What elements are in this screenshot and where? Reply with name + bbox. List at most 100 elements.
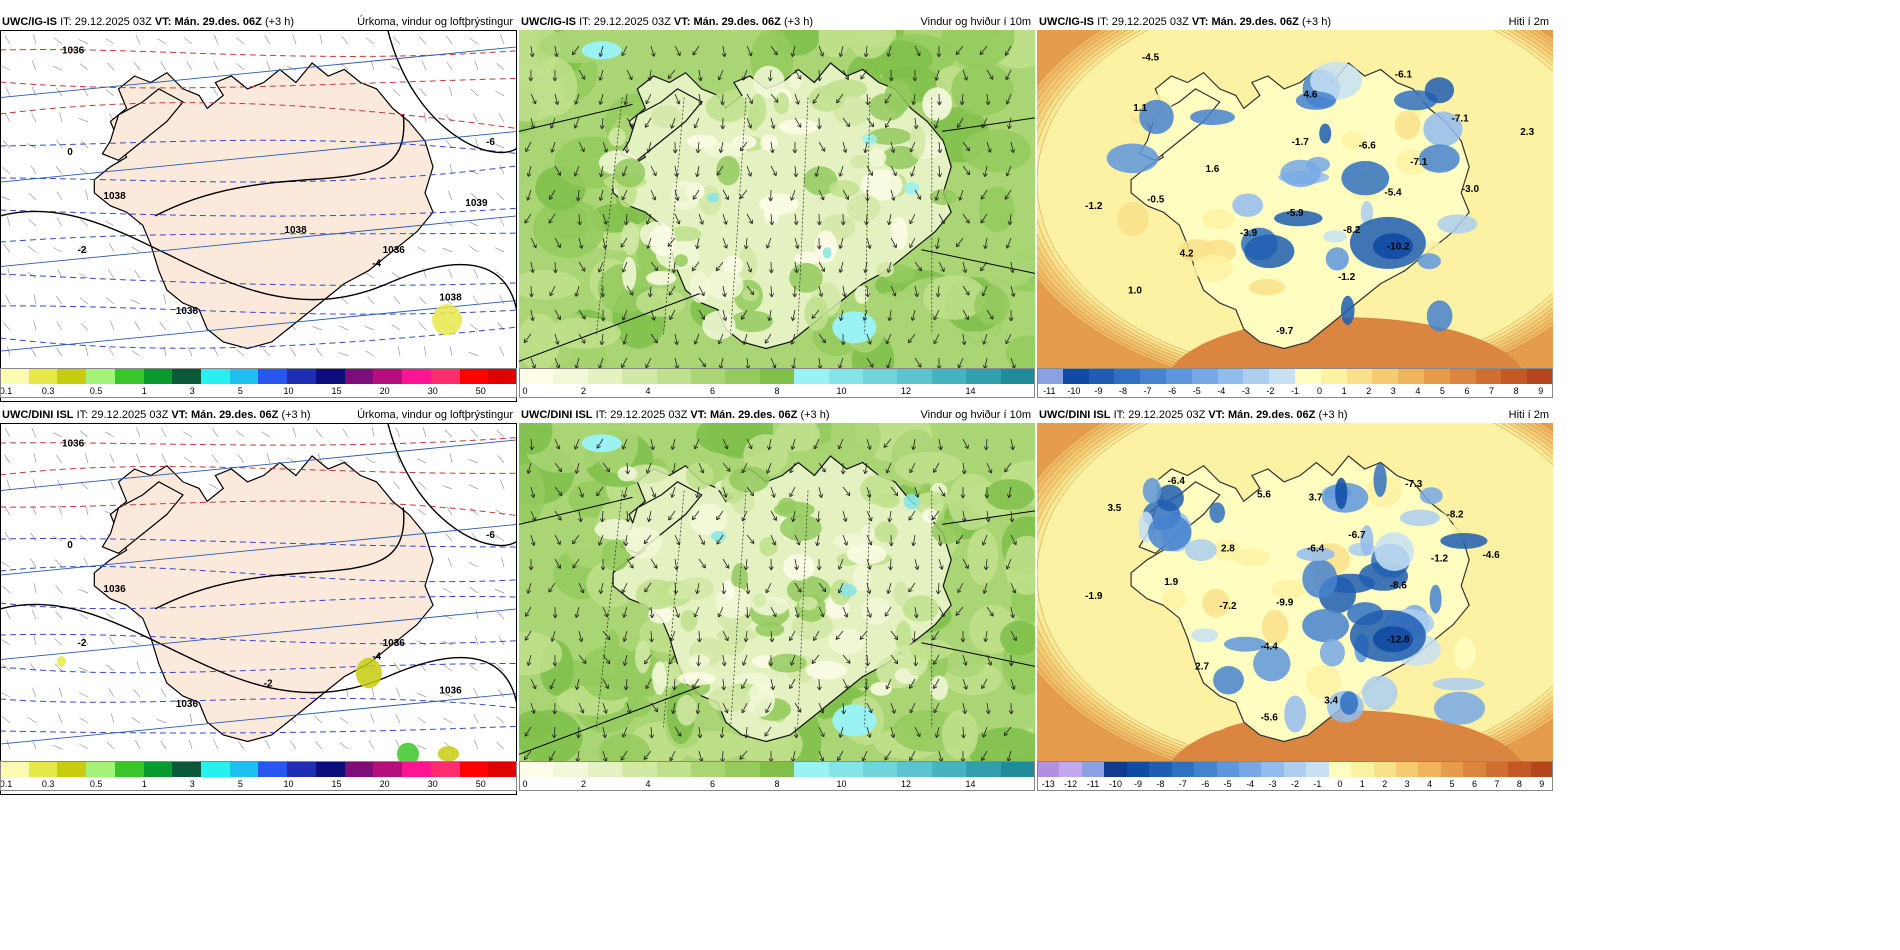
legend-ticks: -11 -10 -9 -8 -7 -6 -5 -4 -3 -2 -1 0 1 2 3 4 5 6 7 8 9	[1037, 385, 1553, 397]
temperature-value: -6.1	[1395, 69, 1413, 80]
legend-tick-label: 2	[580, 386, 587, 396]
temperature-value: -4.5	[1142, 52, 1160, 63]
legend-tick-label: -6	[1168, 386, 1177, 396]
legend-swatch	[143, 761, 173, 777]
legend-swatch	[691, 368, 726, 384]
legend-tick-label: 12	[900, 779, 912, 789]
temperature-value: -5.9	[1286, 208, 1304, 219]
legend-swatch	[1373, 761, 1396, 777]
map-view[interactable]: 1036 1038 1038 1036 1038 1039 1038 0 -2 -6 -4	[0, 30, 517, 368]
map-view[interactable]: -6.4 3.5 5.6 3.7 -7.3 -8.2 2.8 -6.4 -6.7 -1.2 -4.6…	[1037, 423, 1553, 761]
legend-tick-label: -9	[1133, 779, 1142, 789]
map-view[interactable]: -4.5 1.1 4.6 -6.1 -7.1 2.3 -1.7 -6.6 -7.1 1.6 -0.5…	[1037, 30, 1553, 368]
temp-contour-label: -2	[78, 245, 87, 256]
isobar-label: 1036	[62, 46, 85, 57]
vt-label: VT:	[1191, 16, 1209, 28]
legend-swatch	[1328, 761, 1352, 777]
legend-swatch	[931, 761, 967, 777]
legend-swatch	[1449, 368, 1476, 384]
vt-label: VT:	[1208, 409, 1225, 421]
legend-tick-label: -1	[1290, 386, 1300, 396]
legend-colorbar	[519, 761, 1036, 777]
legend-tick-label: 3	[189, 386, 195, 396]
temperature-value: -1.2	[1338, 272, 1356, 283]
legend-swatch	[897, 761, 932, 777]
temperature-value: 3.5	[1107, 503, 1121, 514]
map-view[interactable]	[519, 423, 1035, 761]
lead-time: (+3 h)	[281, 409, 311, 421]
legend-swatch	[828, 761, 864, 777]
vt-label: VT:	[690, 409, 707, 421]
legend-tick-label: -2	[1290, 779, 1300, 789]
temperature-value: -6.6	[1359, 140, 1377, 151]
legend-tick-label: 14	[965, 779, 976, 789]
legend-swatch	[1088, 368, 1115, 384]
legend-tick-label: 2	[580, 779, 587, 789]
legend-swatch	[897, 368, 932, 384]
header-info: UWC/IG-IS IT: 29.12.2025 03Z VT: Mán. 29…	[2, 14, 294, 30]
legend-tick-label: 2	[1382, 779, 1388, 789]
legend-tick-label: 4	[1427, 779, 1433, 789]
legend-swatch	[172, 368, 202, 384]
legend-swatch	[553, 368, 588, 384]
legend-swatch	[57, 368, 87, 384]
wind-panel-2: UWC/DINI ISL IT: 29.12.2025 03Z VT: Mán.…	[519, 407, 1036, 793]
legend-swatch	[1501, 368, 1528, 384]
panel-title: Vindur og hviður í 10m	[920, 16, 1031, 28]
legend-swatch	[1238, 761, 1262, 777]
legend-tick-label: 5	[1439, 386, 1445, 396]
isobar-label: 1039	[465, 198, 488, 209]
legend-tick-label: -3	[1268, 779, 1277, 789]
map-view[interactable]	[519, 30, 1035, 368]
legend-tick-label: 8	[1516, 779, 1522, 789]
header-info: UWC/DINI ISL IT: 29.12.2025 03Z VT: Mán.…	[1039, 407, 1348, 423]
legend-swatch	[1283, 761, 1307, 777]
legend-swatch	[258, 368, 288, 384]
panel-header: UWC/IG-IS IT: 29.12.2025 03Z VT: Mán. 29…	[519, 14, 1035, 30]
legend-swatch	[402, 368, 431, 384]
legend-swatch	[622, 368, 657, 384]
legend-tick-label: 12	[900, 386, 912, 396]
legend-swatch	[28, 761, 58, 777]
isobar-label: 1036	[439, 685, 462, 696]
legend-swatch	[553, 761, 588, 777]
temperature-value: 2.8	[1221, 543, 1235, 554]
color-legend: -11 -10 -9 -8 -7 -6 -5 -4 -3 -2 -1 0 1 2 3 4 5 6 7 8 9	[1037, 368, 1553, 398]
temp-contour-label: -4	[372, 259, 381, 270]
color-legend: 0.1 0.3 0.5 1 3 5 10 15 20 30 50	[0, 368, 517, 398]
legend-swatch	[1149, 761, 1172, 777]
header-info: UWC/IG-IS IT: 29.12.2025 03Z VT: Mán. 29…	[521, 14, 813, 30]
legend-swatch	[315, 368, 345, 384]
temp-contour-label: -2	[264, 679, 273, 690]
legend-swatch	[587, 761, 623, 777]
it-label: IT:	[595, 409, 608, 421]
map-view[interactable]: 1036 1036 1036 1036 1036 0 -2 -6 -4 -2	[0, 423, 517, 761]
legend-tick-label: 5	[1449, 779, 1455, 789]
legend-tick-label: 0	[522, 386, 528, 396]
temperature-value: -1.2	[1431, 554, 1449, 565]
legend-swatch	[863, 368, 898, 384]
map-canvas: -4.5 1.1 4.6 -6.1 -7.1 2.3 -1.7 -6.6 -7.1 1.6 -0.5…	[1037, 30, 1553, 368]
legend-swatch	[258, 761, 288, 777]
legend-swatch	[57, 761, 87, 777]
issue-time: 29.12.2025 03Z	[610, 409, 688, 421]
legend-ticks: -13 -12 -11 -10 -9 -8 -7 -6 -5 -4 -3 -2 -1 0 1 2 3 4 5 6 7 8 9	[1037, 778, 1553, 790]
legend-swatch	[344, 368, 374, 384]
legend-tick-label: 15	[331, 386, 342, 396]
legend-swatch	[519, 761, 554, 777]
legend-tick-label: 6	[709, 386, 716, 396]
legend-swatch	[1398, 368, 1424, 384]
temperature-value: -6.4	[1168, 476, 1186, 487]
legend-colorbar	[1037, 368, 1553, 384]
map-canvas	[519, 30, 1035, 368]
valid-time: Mán. 29.des. 06Z	[190, 409, 279, 421]
legend-swatch	[1194, 761, 1217, 777]
legend-tick-label: 8	[1513, 386, 1519, 396]
legend-swatch	[863, 761, 898, 777]
isobar-label: 1036	[103, 584, 126, 595]
legend-swatch	[287, 368, 316, 384]
legend-tick-label: 9	[1539, 779, 1545, 789]
legend-tick-label: 1	[141, 386, 147, 396]
vt-label: VT:	[171, 409, 188, 421]
issue-time: 29.12.2025 03Z	[91, 409, 169, 421]
